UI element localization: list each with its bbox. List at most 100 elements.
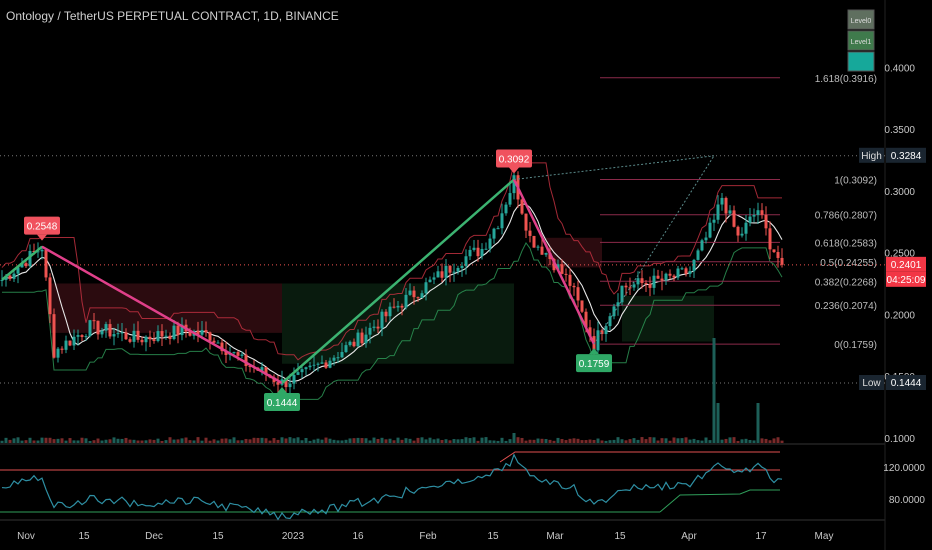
candle: [676, 266, 680, 280]
candle: [60, 346, 64, 354]
volume-bar: [164, 440, 168, 443]
candle-body: [480, 248, 484, 257]
volume-bar: [220, 438, 224, 443]
candle: [468, 245, 472, 261]
candle-body: [536, 246, 540, 248]
time-tick-label: 16: [352, 531, 364, 542]
volume-bar: [476, 440, 480, 443]
candle: [96, 320, 100, 340]
candle: [628, 277, 632, 296]
candle: [456, 265, 460, 275]
volume-bar: [768, 440, 772, 443]
candle: [260, 362, 264, 376]
volume-bar: [752, 440, 756, 443]
candle: [144, 335, 148, 352]
candle-body: [404, 294, 408, 308]
volume-bar: [556, 437, 560, 443]
candle-body: [460, 265, 464, 268]
high-label-badge-box: [859, 147, 884, 163]
zigzag-segment: [512, 178, 596, 345]
candle-body: [264, 367, 268, 376]
candle: [532, 235, 536, 248]
candle-body: [612, 306, 616, 317]
volume-bar: [684, 437, 688, 443]
volume-bar: [612, 439, 616, 443]
candle: [164, 329, 168, 340]
candle-body: [104, 324, 108, 331]
candle: [624, 282, 628, 296]
candle: [56, 347, 60, 363]
volume-bar: [188, 440, 192, 443]
candle-body: [148, 336, 152, 340]
price-tick-label: 0.2500: [884, 249, 915, 260]
volume-bar: [96, 438, 100, 443]
volume-bar: [592, 439, 596, 443]
candle-body: [92, 320, 96, 322]
price-tick-label: 0.2000: [884, 310, 915, 321]
candle-body: [84, 336, 88, 338]
volume-bar: [600, 440, 604, 443]
candle-body: [368, 327, 372, 335]
candle: [136, 321, 140, 343]
candle-body: [60, 348, 64, 350]
candle: [68, 340, 72, 347]
high-value-badge-text: 0.3284: [891, 151, 922, 162]
volume-bar: [400, 439, 404, 443]
candle: [220, 339, 224, 355]
volume-bar: [40, 437, 44, 443]
candle-body: [420, 293, 424, 298]
volume-bar: [148, 439, 152, 443]
candle-body: [260, 367, 264, 371]
volume-bar: [740, 439, 744, 443]
candle: [696, 248, 700, 261]
time-tick-label: 15: [78, 531, 90, 542]
volume-bar: [560, 439, 564, 443]
candle-body: [696, 250, 700, 260]
candle: [72, 329, 76, 350]
candle: [280, 370, 284, 387]
candle-body: [324, 362, 328, 368]
candle: [388, 302, 392, 321]
candle-body: [520, 199, 524, 214]
fib-level-label: 0.618(0.2583): [815, 238, 877, 249]
volume-bar: [232, 437, 236, 443]
volume-bar: [204, 437, 208, 443]
candle: [176, 321, 180, 344]
candle-body: [64, 340, 68, 350]
volume-bar: [652, 437, 656, 443]
candle-body: [700, 240, 704, 251]
candle: [760, 203, 764, 219]
candle-body: [0, 279, 4, 281]
candle: [524, 213, 528, 238]
candle-body: [320, 362, 324, 364]
candle: [380, 309, 384, 337]
time-tick-label: 15: [212, 531, 224, 542]
low-label-badge-text: Low: [862, 378, 881, 389]
moving-average-line: [1, 203, 783, 382]
candle: [240, 351, 244, 359]
candle-body: [72, 336, 76, 346]
candle-body: [616, 302, 620, 307]
volume-bar: [140, 440, 144, 443]
candle: [244, 349, 248, 372]
candle-body: [36, 251, 40, 253]
volume-bar: [84, 438, 88, 443]
legend-swatch: Level1: [847, 30, 875, 51]
candle-body: [208, 332, 212, 341]
candle: [76, 329, 80, 346]
candle: [332, 355, 336, 366]
candle: [8, 273, 12, 281]
candle: [160, 324, 164, 347]
candle: [412, 286, 416, 305]
volume-bar: [92, 440, 96, 443]
candle: [768, 221, 772, 260]
time-tick-label: 15: [614, 531, 626, 542]
volume-bar: [756, 403, 760, 443]
price-tick-label: 0.1000: [884, 434, 915, 445]
candle: [340, 342, 344, 359]
candle: [356, 329, 360, 348]
volume-bar: [620, 439, 624, 443]
candle-body: [604, 326, 608, 335]
volume-bar: [184, 437, 188, 443]
